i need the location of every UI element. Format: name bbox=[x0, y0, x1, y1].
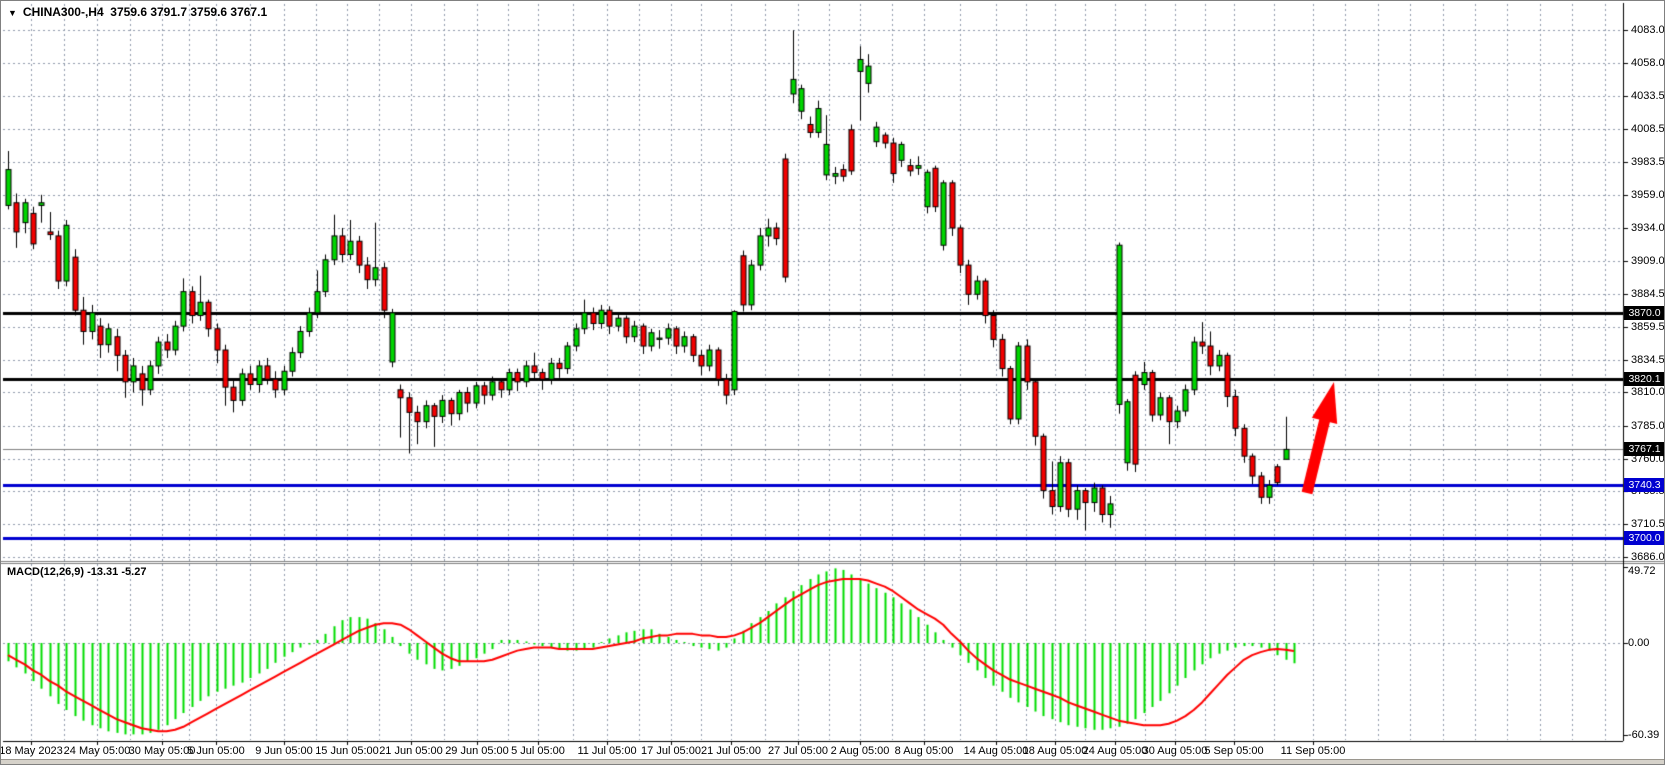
date-tick-label: 17 Jul 05:00 bbox=[641, 745, 701, 757]
date-tick-label: 21 Jul 05:00 bbox=[701, 745, 761, 757]
macd-indicator-panel[interactable] bbox=[3, 564, 1623, 741]
date-tick-label: 14 Aug 05:00 bbox=[963, 745, 1029, 757]
price-tick-label: 3859.5 bbox=[1631, 320, 1665, 333]
macd-indicator-label: MACD(12,26,9) -13.31 -5.27 bbox=[7, 566, 146, 578]
date-tick-label: 21 Jun 05:00 bbox=[379, 745, 443, 757]
macd-axis-label: 49.72 bbox=[1628, 565, 1656, 577]
level-price-label: 3700.0 bbox=[1624, 531, 1664, 546]
date-tick-label: 24 Aug 05:00 bbox=[1082, 745, 1148, 757]
price-tick-label: 3834.5 bbox=[1631, 353, 1665, 366]
chart-title: ▼ CHINA300-,H4 3759.6 3791.7 3759.6 3767.… bbox=[8, 5, 267, 19]
chart-dropdown-icon[interactable]: ▼ bbox=[8, 8, 17, 18]
date-tick-label: 8 Aug 05:00 bbox=[894, 745, 954, 757]
price-tick-label: 3909.0 bbox=[1631, 255, 1665, 268]
macd-axis-label: 0.00 bbox=[1628, 637, 1650, 649]
price-tick-label: 4083.0 bbox=[1631, 24, 1665, 37]
price-tick-label: 3934.0 bbox=[1631, 221, 1665, 234]
price-tick-label: 3810.0 bbox=[1631, 386, 1665, 399]
price-chart-panel[interactable] bbox=[3, 3, 1623, 561]
price-tick-label: 3959.0 bbox=[1631, 188, 1665, 201]
ohlc-values-label: 3759.6 3791.7 3759.6 3767.1 bbox=[110, 5, 268, 19]
date-tick-label: 29 Jun 05:00 bbox=[445, 745, 509, 757]
date-tick-label: 11 Jul 05:00 bbox=[577, 745, 637, 757]
date-tick-label: 2 Aug 05:00 bbox=[830, 745, 890, 757]
date-tick-label: 11 Sep 05:00 bbox=[1280, 745, 1346, 757]
price-tick-label: 4008.5 bbox=[1631, 123, 1665, 136]
date-tick-label: 27 Jul 05:00 bbox=[768, 745, 828, 757]
price-tick-label: 3785.0 bbox=[1631, 419, 1665, 432]
macd-value-label: -13.31 bbox=[87, 566, 119, 578]
date-tick-label: 18 Aug 05:00 bbox=[1022, 745, 1088, 757]
macd-axis-label: -60.39 bbox=[1628, 728, 1660, 741]
price-tick-label: 4033.5 bbox=[1631, 89, 1665, 102]
date-tick-label: 5 Jul 05:00 bbox=[511, 745, 565, 757]
date-tick-label: 15 Jun 05:00 bbox=[315, 745, 379, 757]
price-tick-label: 3686.0 bbox=[1631, 550, 1665, 563]
window-bottom-edge bbox=[1, 759, 1664, 764]
date-tick-label: 5 Jun 05:00 bbox=[187, 745, 245, 757]
current-price-label: 3767.1 bbox=[1624, 442, 1664, 457]
macd-signal-value-label: -5.27 bbox=[121, 566, 147, 578]
level-price-label: 3870.0 bbox=[1624, 305, 1664, 320]
level-price-label: 3820.1 bbox=[1624, 372, 1664, 387]
macd-name-label: MACD(12,26,9) bbox=[7, 566, 85, 578]
price-tick-label: 3884.5 bbox=[1631, 287, 1665, 300]
symbol-timeframe-label: CHINA300-,H4 bbox=[22, 5, 104, 19]
date-tick-label: 9 Jun 05:00 bbox=[255, 745, 313, 757]
date-tick-label: 24 May 05:00 bbox=[63, 745, 131, 757]
price-tick-label: 3983.5 bbox=[1631, 156, 1665, 169]
price-tick-label: 3710.5 bbox=[1631, 518, 1665, 531]
price-tick-label: 4058.0 bbox=[1631, 57, 1665, 70]
date-tick-label: 30 May 05:00 bbox=[128, 745, 196, 757]
date-tick-label: 5 Sep 05:00 bbox=[1204, 745, 1264, 757]
date-tick-label: 18 May 2023 bbox=[0, 745, 63, 757]
level-price-label: 3740.3 bbox=[1624, 477, 1664, 492]
date-tick-label: 30 Aug 05:00 bbox=[1142, 745, 1208, 757]
trend-arrow-annotation[interactable] bbox=[1296, 371, 1346, 501]
